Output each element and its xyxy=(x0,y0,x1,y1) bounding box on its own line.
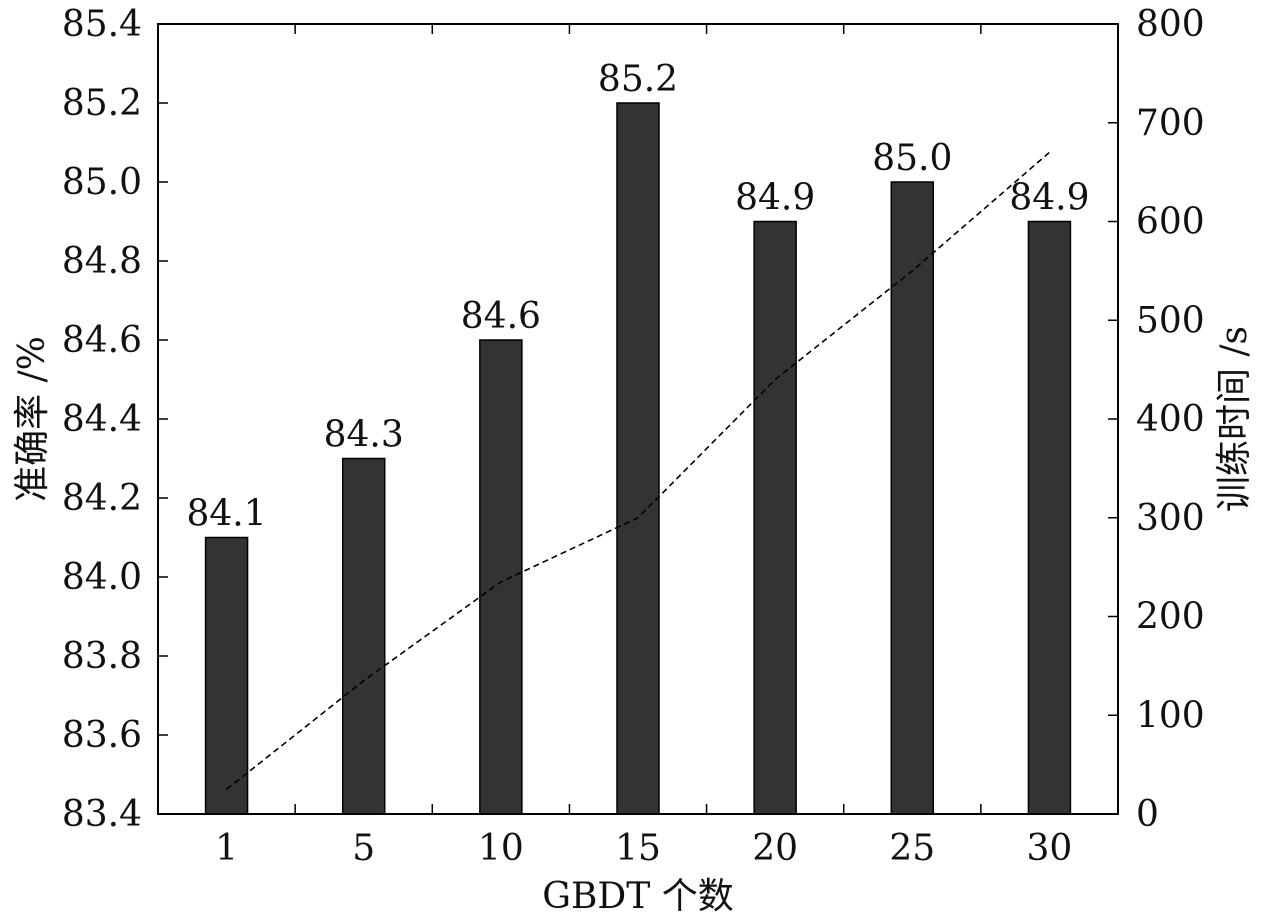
y2-tick-label: 600 xyxy=(1136,202,1205,243)
y-tick-label: 84.8 xyxy=(62,241,142,282)
y-tick-label: 83.8 xyxy=(62,636,142,677)
bar-value-label: 85.0 xyxy=(872,138,952,179)
chart-marks: 84.1 84.3 84.6 85.2 84.9 85.0 84.9 xyxy=(186,59,1090,815)
bar-20 xyxy=(753,220,797,815)
y2-tick-label: 700 xyxy=(1136,103,1205,144)
y-tick-label: 85.4 xyxy=(62,4,142,45)
bar-5 xyxy=(341,457,386,815)
x-tick-label: 25 xyxy=(889,828,935,869)
y2-tick-label: 500 xyxy=(1136,300,1205,341)
x-tick-label: 20 xyxy=(752,828,798,869)
bar-value-label: 84.6 xyxy=(461,296,541,337)
bar-10 xyxy=(479,339,523,815)
y-tick-label: 84.6 xyxy=(62,320,142,361)
y-tick-label: 85.0 xyxy=(62,162,142,203)
bar-25 xyxy=(890,181,935,815)
y2-axis-title: 训练时间 /s xyxy=(1214,326,1255,512)
y2-tick-label: 100 xyxy=(1136,695,1205,736)
bar-15 xyxy=(616,102,660,815)
training-time-line xyxy=(226,151,1050,790)
bar-value-label: 84.1 xyxy=(186,494,266,535)
bar-value-label: 84.3 xyxy=(324,415,404,456)
y-tick-label: 83.6 xyxy=(62,715,142,756)
bar-value-label: 84.9 xyxy=(1009,178,1089,219)
x-tick-label: 15 xyxy=(615,828,661,869)
y2-tick-label: 300 xyxy=(1136,498,1205,539)
y-tick-label: 84.0 xyxy=(62,557,142,598)
bar-1 xyxy=(204,536,249,815)
x-tick-label: 5 xyxy=(352,828,375,869)
bar-value-label: 85.2 xyxy=(598,59,678,100)
y2-tick-label: 200 xyxy=(1136,597,1205,638)
y2-tick-label: 800 xyxy=(1136,4,1205,45)
y2-tick-label: 0 xyxy=(1136,794,1159,835)
x-tick-label: 10 xyxy=(478,828,524,869)
y-tick-label: 84.2 xyxy=(62,478,142,519)
bar-value-label: 84.9 xyxy=(735,178,815,219)
axis-ticks: 83.4 83.6 83.8 84.0 84.2 84.4 84.6 84.8 85.0 85.2… xyxy=(62,4,1205,869)
y-tick-label: 84.4 xyxy=(62,399,142,440)
y-tick-label: 83.4 xyxy=(62,794,142,835)
bar-30 xyxy=(1027,220,1072,815)
x-axis-title: GBDT 个数 xyxy=(542,876,734,917)
y-axis-title: 准确率 /% xyxy=(12,336,53,502)
y-tick-label: 85.2 xyxy=(62,83,142,124)
y2-tick-label: 400 xyxy=(1136,399,1205,440)
x-tick-label: 1 xyxy=(215,828,238,869)
x-tick-label: 30 xyxy=(1027,828,1073,869)
